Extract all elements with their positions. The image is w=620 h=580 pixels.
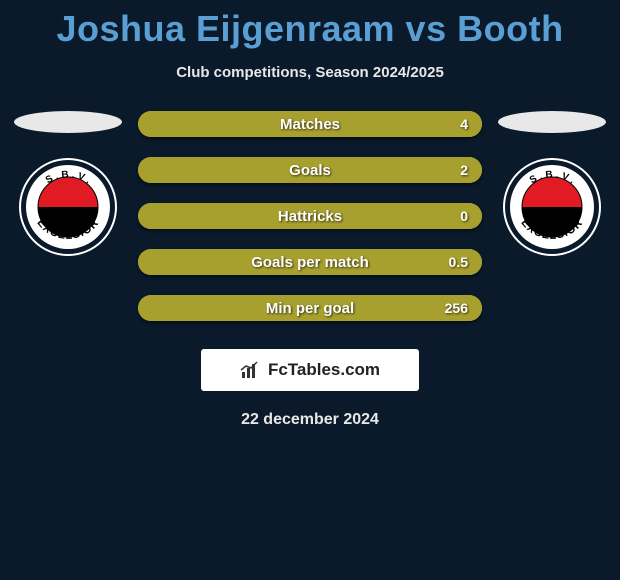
- stat-bar: Goals 2: [138, 157, 482, 183]
- right-club-logo: S . B . V . EXCELSIOR: [502, 157, 602, 257]
- stat-bar: Matches 4: [138, 111, 482, 137]
- right-player-col: S . B . V . EXCELSIOR: [492, 111, 612, 257]
- stat-right-value: 4: [460, 116, 468, 132]
- left-player-oval: [14, 111, 122, 133]
- stat-right-value: 256: [445, 300, 468, 316]
- page-subtitle: Club competitions, Season 2024/2025: [0, 64, 620, 81]
- stat-left-fill: [138, 157, 310, 183]
- excelsior-logo-left: S . B . V . EXCELSIOR: [18, 157, 118, 257]
- stat-bar: Min per goal 256: [138, 295, 482, 321]
- stat-label: Matches: [280, 116, 340, 133]
- excelsior-logo-right: S . B . V . EXCELSIOR: [502, 157, 602, 257]
- stat-label: Goals: [289, 162, 331, 179]
- date-text: 22 december 2024: [0, 411, 620, 429]
- comparison-row: S . B . V . EXCELSIOR Matches 4 Goals 2 Hatt…: [0, 111, 620, 321]
- right-player-oval: [498, 111, 606, 133]
- stat-right-value: 0.5: [449, 254, 468, 270]
- stat-right-value: 2: [460, 162, 468, 178]
- stat-label: Goals per match: [251, 254, 369, 271]
- stat-right-value: 0: [460, 208, 468, 224]
- left-player-col: S . B . V . EXCELSIOR: [8, 111, 128, 257]
- brand-text: FcTables.com: [268, 360, 380, 380]
- stat-right-fill: [310, 157, 482, 183]
- stats-column: Matches 4 Goals 2 Hattricks 0 Goals per match 0…: [138, 111, 482, 321]
- stat-label: Hattricks: [278, 208, 342, 225]
- stat-label: Min per goal: [266, 300, 354, 317]
- stat-bar: Goals per match 0.5: [138, 249, 482, 275]
- page-title: Joshua Eijgenraam vs Booth: [0, 0, 620, 50]
- chart-icon: [240, 360, 262, 380]
- brand-box: FcTables.com: [201, 349, 419, 391]
- left-club-logo: S . B . V . EXCELSIOR: [18, 157, 118, 257]
- stat-bar: Hattricks 0: [138, 203, 482, 229]
